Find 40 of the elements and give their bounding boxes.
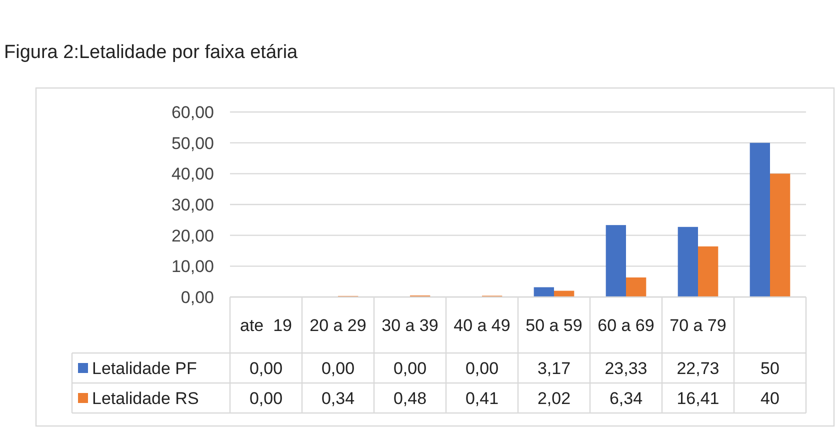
bar [750, 142, 770, 297]
data-label: 16,41 [676, 388, 720, 408]
y-tick-label: 40,00 [171, 164, 214, 184]
data-label: 0,00 [321, 358, 355, 378]
x-tick-label: 60 a 69 [598, 316, 654, 335]
data-label: 0,00 [249, 388, 283, 408]
x-tick-label: 30 a 39 [382, 316, 438, 335]
bar [606, 225, 626, 297]
y-tick-label: 20,00 [171, 226, 214, 246]
data-label: 0,41 [465, 388, 499, 408]
bar [678, 226, 698, 297]
data-label: 0,34 [321, 388, 355, 408]
data-label: 50 [760, 358, 780, 378]
x-tick-label: 20 a 29 [310, 316, 366, 335]
data-label: 0,48 [393, 388, 427, 408]
data-label: 22,73 [676, 358, 720, 378]
data-label: 6,34 [609, 388, 643, 408]
y-tick-label: 60,00 [171, 102, 214, 122]
x-tick-label: ate 19 [240, 316, 292, 335]
x-tick-label: 40 a 49 [454, 316, 510, 335]
bar [534, 287, 554, 297]
data-label: 0,00 [249, 358, 283, 378]
y-tick-label: 50,00 [171, 134, 214, 153]
data-label: 23,33 [604, 358, 648, 378]
data-label: 0,00 [393, 358, 427, 378]
y-tick-label: 0,00 [180, 288, 214, 307]
y-tick-label: 30,00 [171, 195, 214, 214]
legend-label: Letalidade PF [92, 358, 197, 378]
data-label: 0,00 [465, 358, 499, 378]
data-label: 40 [760, 388, 780, 408]
legend-label: Letalidade RS [92, 388, 199, 408]
x-tick-label: 70 a 79 [670, 316, 726, 335]
chart-title: Figura 2:Letalidade por faixa etária [4, 42, 298, 63]
bar [698, 246, 718, 297]
x-tick-label: 50 a 59 [526, 316, 582, 335]
y-tick-label: 10,00 [171, 257, 214, 276]
data-label: 2,02 [537, 388, 571, 408]
data-label: 3,17 [537, 358, 571, 378]
bar [770, 174, 790, 297]
bar [626, 277, 646, 297]
